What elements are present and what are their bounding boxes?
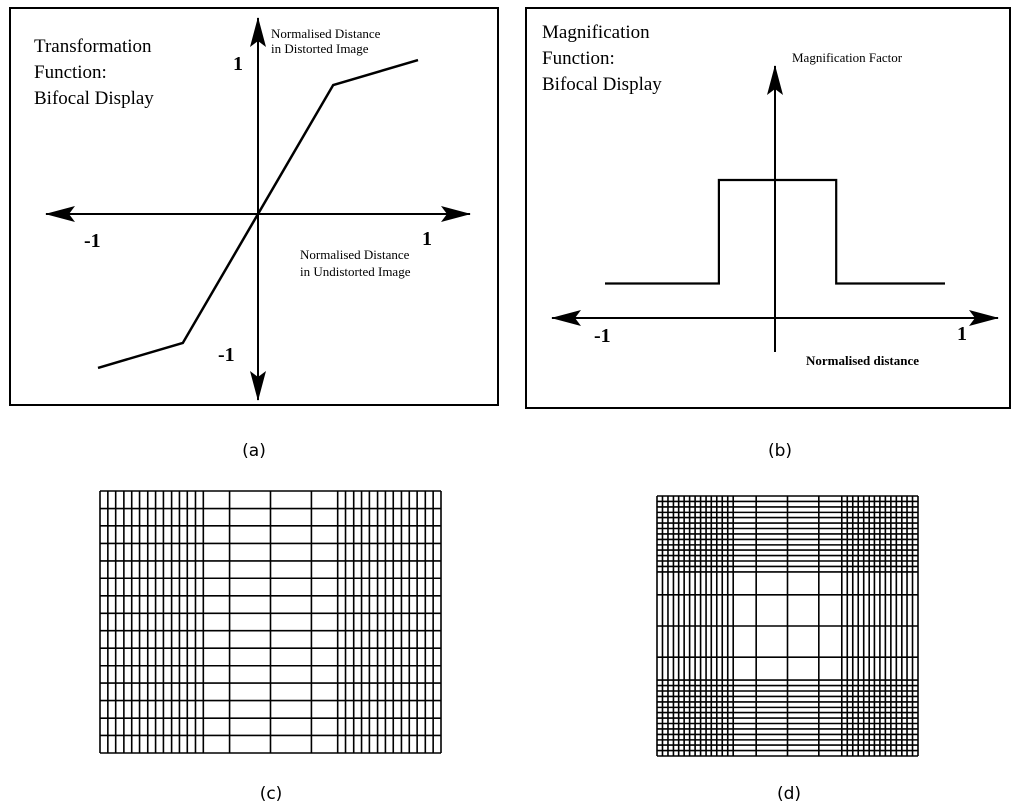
- panel-b-caption: (b): [768, 441, 792, 461]
- panel-b-magnification-step: [605, 178, 945, 285]
- panel-b-tick-x-neg: -1: [594, 325, 611, 347]
- panel-a-frame: [9, 7, 499, 406]
- panel-b-title: Magnification Function: Bifocal Display: [542, 22, 662, 95]
- panel-b-tick-x-pos: 1: [957, 323, 967, 345]
- panel-a-tick-x-neg: -1: [84, 230, 101, 252]
- panel-a: Transformation Function: Bifocal Display…: [9, 7, 499, 461]
- panel-b-x-axis-label: Normalised distance: [806, 353, 919, 368]
- panel-d: (d): [656, 495, 919, 803]
- panel-c-caption: (c): [260, 784, 283, 803]
- panel-d-caption: (d): [777, 784, 801, 803]
- panel-b-frame: [525, 7, 1011, 409]
- panel-a-x-axis-label: Normalised Distance in Undistorted Image: [300, 247, 413, 279]
- panel-a-title: Transformation Function: Bifocal Display: [34, 36, 156, 109]
- panel-a-tick-y-pos: 1: [233, 53, 243, 75]
- panel-b-y-axis-label: Magnification Factor: [792, 50, 903, 65]
- panel-a-y-axis-label: Normalised Distance in Distorted Image: [271, 26, 384, 56]
- panel-a-tick-y-neg: -1: [218, 344, 235, 366]
- panel-a-caption: (a): [242, 441, 266, 461]
- panel-c: (c): [99, 490, 442, 803]
- panel-b: Magnification Function: Bifocal Display …: [525, 7, 1011, 461]
- panel-a-tick-x-pos: 1: [422, 228, 432, 250]
- panel-a-transformation-curve: [97, 58, 419, 370]
- panel-d-distorted-grid: [656, 495, 919, 757]
- panel-c-distorted-grid: [99, 490, 442, 754]
